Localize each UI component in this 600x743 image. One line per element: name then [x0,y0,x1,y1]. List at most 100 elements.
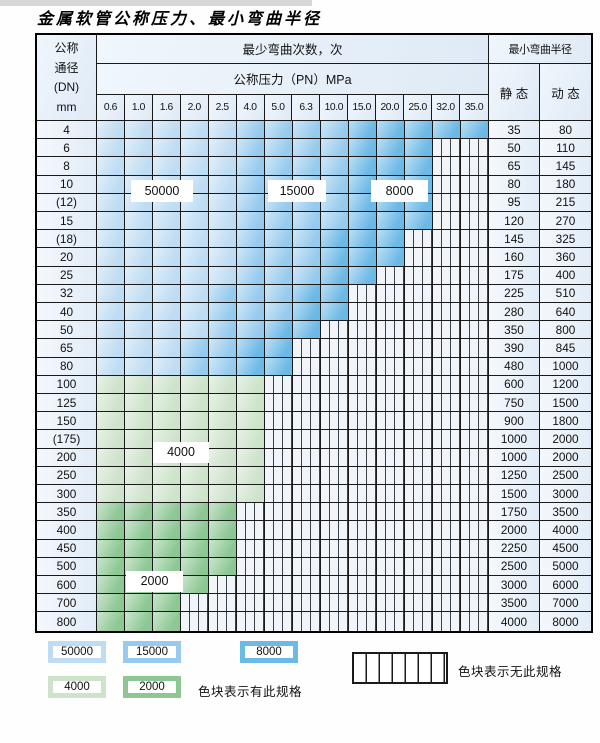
no-spec-cell [349,539,377,558]
spec-cell [265,230,293,249]
spec-cell [97,394,125,413]
spec-cell [405,139,433,158]
spec-cell [153,248,181,267]
spec-cell [181,321,209,340]
table-row: 50 350 800 [37,321,591,340]
spec-cell [153,594,181,613]
no-spec-cell [405,612,433,631]
no-spec-cell [321,539,349,558]
spec-cell [181,412,209,431]
no-spec-cell [237,576,265,595]
header-right: 最小弯曲半径 静 态 动 态 [489,35,591,120]
no-spec-cell [405,375,433,395]
spec-cell [97,375,125,395]
spec-cell [97,448,125,467]
dynamic-radius-value: 4500 [540,539,591,558]
spec-cell [125,430,153,449]
spec-cell [405,121,433,140]
no-spec-cell [377,485,405,504]
dynamic-radius-value: 270 [540,212,591,231]
static-radius-value: 1500 [489,485,540,504]
pressure-value-cell: 5.0 [264,95,293,120]
spec-cell [209,412,237,431]
spec-cell [125,485,153,504]
static-radius-value: 95 [489,193,540,213]
spec-cell [181,230,209,249]
no-spec-cell [433,193,461,213]
no-spec-cell [321,321,349,340]
spec-cell [209,212,237,231]
spec-cell [377,121,405,140]
dynamic-radius-value: 3500 [540,503,591,522]
no-spec-cell [377,321,405,340]
dn-cell: 600 [37,576,97,595]
no-spec-cell [461,503,489,522]
no-spec-cell [433,539,461,558]
spec-cell [181,557,209,577]
spec-cell [209,230,237,249]
no-spec-cell [461,430,489,449]
spec-cell [293,303,321,322]
no-spec-cell [293,576,321,595]
table-row: 700 3500 7000 [37,594,591,613]
no-spec-cell [321,576,349,595]
spec-cell [321,303,349,322]
no-spec-cell [321,394,349,413]
spec-cell [349,157,377,176]
no-spec-cell [461,539,489,558]
dn-cell: 10 [37,175,97,194]
pressure-value-cell: 1.0 [124,95,153,120]
no-spec-cell [461,394,489,413]
spec-cell [97,321,125,340]
spec-cell [181,503,209,522]
spec-cell [293,266,321,285]
spec-cell [125,157,153,176]
no-spec-cell [293,430,321,449]
no-spec-cell [433,175,461,194]
static-radius-value: 160 [489,248,540,267]
spec-cell [209,394,237,413]
spec-cell [237,248,265,267]
spec-cell [237,485,265,504]
no-spec-cell [433,284,461,304]
spec-cell [97,212,125,231]
dn-cell: (18) [37,230,97,249]
spec-cell [293,230,321,249]
no-spec-cell [349,612,377,631]
no-spec-cell [405,557,433,577]
no-spec-cell [461,612,489,631]
spec-cell [153,412,181,431]
spec-cell [125,448,153,467]
no-spec-cell [433,357,461,376]
spec-cell [293,157,321,176]
spec-cell [293,284,321,304]
no-spec-cell [293,412,321,431]
legend-box-2000: 2000 [123,676,181,698]
no-spec-cell [433,430,461,449]
spec-cell [237,448,265,467]
dn-cell: 200 [37,448,97,467]
static-radius-value: 2000 [489,521,540,540]
no-spec-cell [433,339,461,358]
spec-cell [181,157,209,176]
no-spec-cell [321,375,349,395]
no-spec-cell [433,321,461,340]
static-radius-value: 390 [489,339,540,358]
no-spec-cell [433,557,461,577]
spec-cell [153,321,181,340]
no-spec-cell [433,503,461,522]
no-spec-cell [237,521,265,540]
spec-cell [97,539,125,558]
static-radius-value: 50 [489,139,540,158]
spec-cell [461,121,489,140]
no-spec-cell [265,503,293,522]
table-row: 350 1750 3500 [37,503,591,522]
pressure-value-cell: 4.0 [236,95,265,120]
spec-cell [209,284,237,304]
spec-cell [209,339,237,358]
no-spec-cell [405,466,433,486]
no-spec-cell [377,594,405,613]
static-radius-value: 4000 [489,612,540,631]
spec-cell [125,394,153,413]
spec-cell [209,248,237,267]
